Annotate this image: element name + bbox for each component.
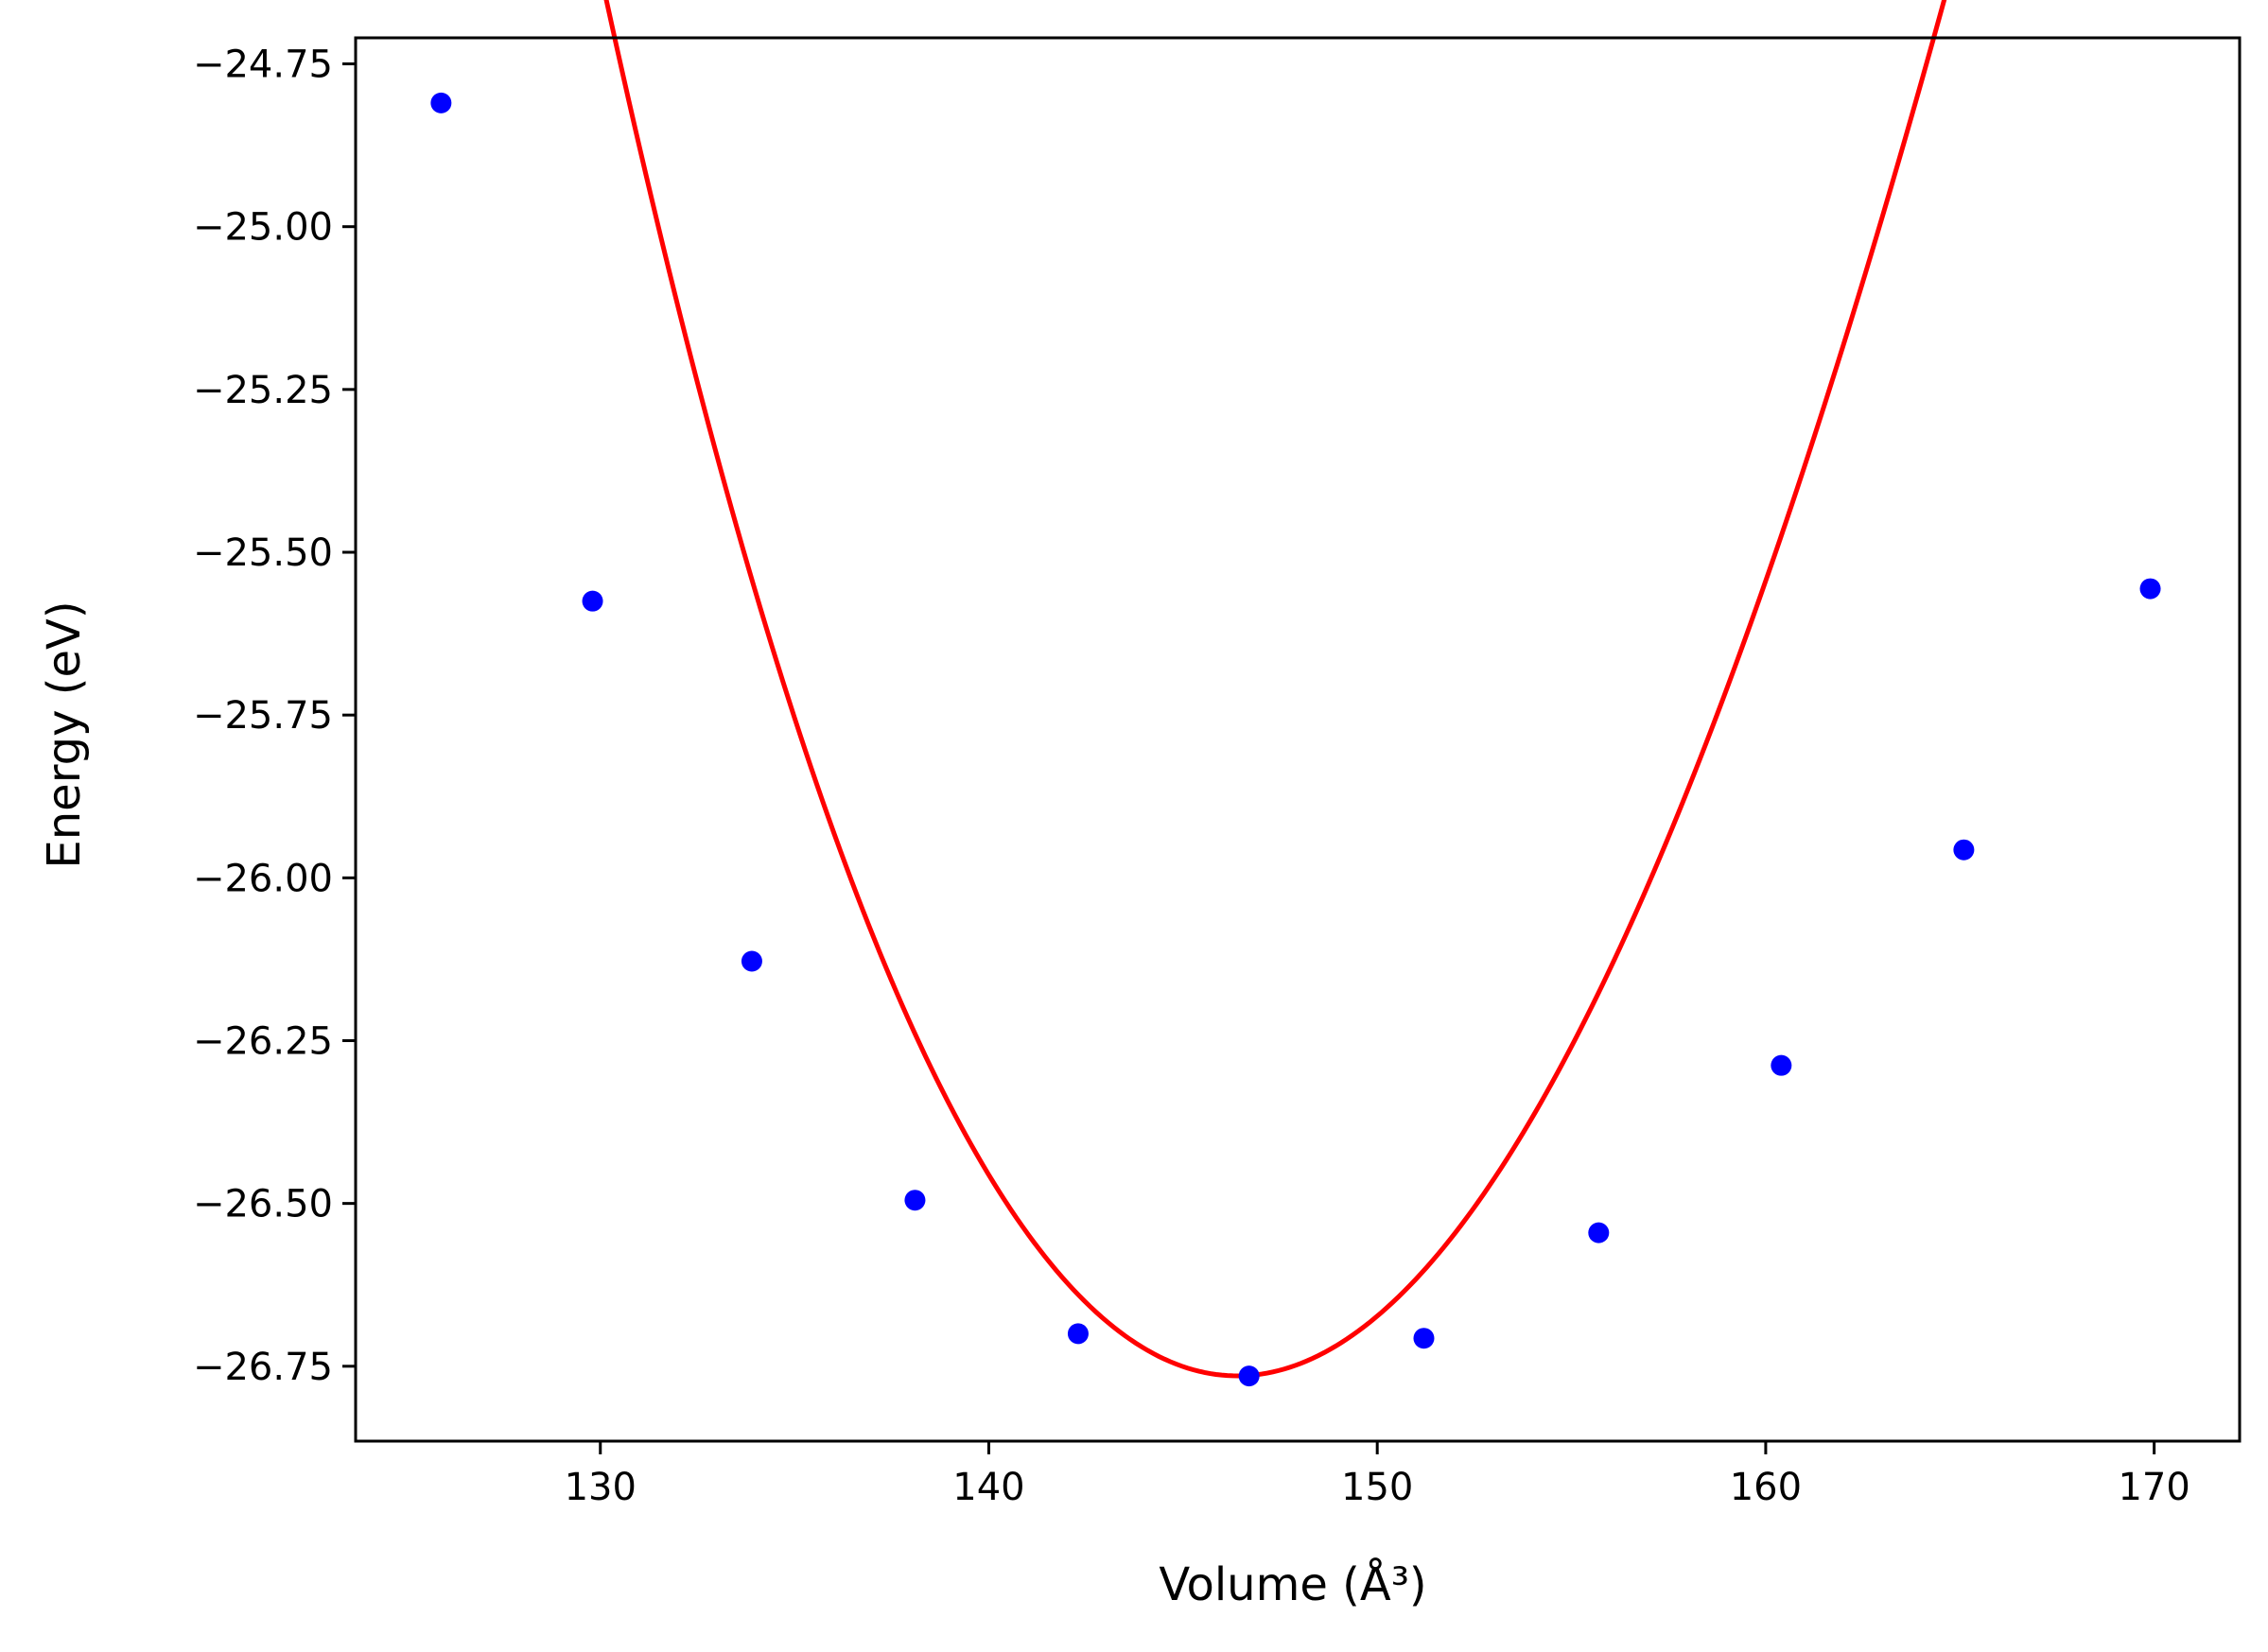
y-tick-label: −25.50 [193, 531, 333, 575]
y-tick-label: −24.75 [193, 43, 333, 87]
data-point [1238, 1365, 1260, 1387]
y-tick-label: −25.00 [193, 206, 333, 250]
x-tick-label: 170 [2118, 1466, 2189, 1509]
data-point [430, 92, 452, 113]
x-axis-label: Volume (Å³) [1159, 1557, 1426, 1611]
x-axis: 130 140 150 160 170 [565, 1441, 2190, 1509]
y-tick-label: −26.25 [193, 1019, 333, 1063]
y-tick-label: −25.25 [193, 369, 333, 412]
data-point [741, 950, 762, 972]
data-point [1067, 1323, 1089, 1345]
y-axis: −24.75 −25.00 −25.25 −25.50 −25.75 −26.00 −26.… [193, 43, 356, 1389]
x-tick-label: 140 [952, 1466, 1024, 1509]
data-point [582, 590, 603, 612]
y-tick-label: −25.75 [193, 694, 333, 738]
plot-frame [354, 36, 2242, 1443]
data-point [1413, 1328, 1435, 1349]
data-point [2139, 578, 2161, 600]
plot-area [430, 0, 2161, 1387]
data-point [1771, 1054, 1792, 1076]
x-tick-label: 150 [1341, 1466, 1413, 1509]
data-point [904, 1190, 926, 1211]
fit-curve-line [603, 0, 1947, 1379]
data-point [1588, 1222, 1610, 1243]
data-point [1953, 839, 1975, 861]
y-axis-label: Energy (eV) [38, 600, 91, 868]
x-tick-label: 160 [1730, 1466, 1802, 1509]
x-tick-label: 130 [565, 1466, 637, 1509]
y-tick-label: −26.50 [193, 1183, 333, 1226]
y-tick-label: −26.00 [193, 857, 333, 900]
y-tick-label: −26.75 [193, 1346, 333, 1389]
